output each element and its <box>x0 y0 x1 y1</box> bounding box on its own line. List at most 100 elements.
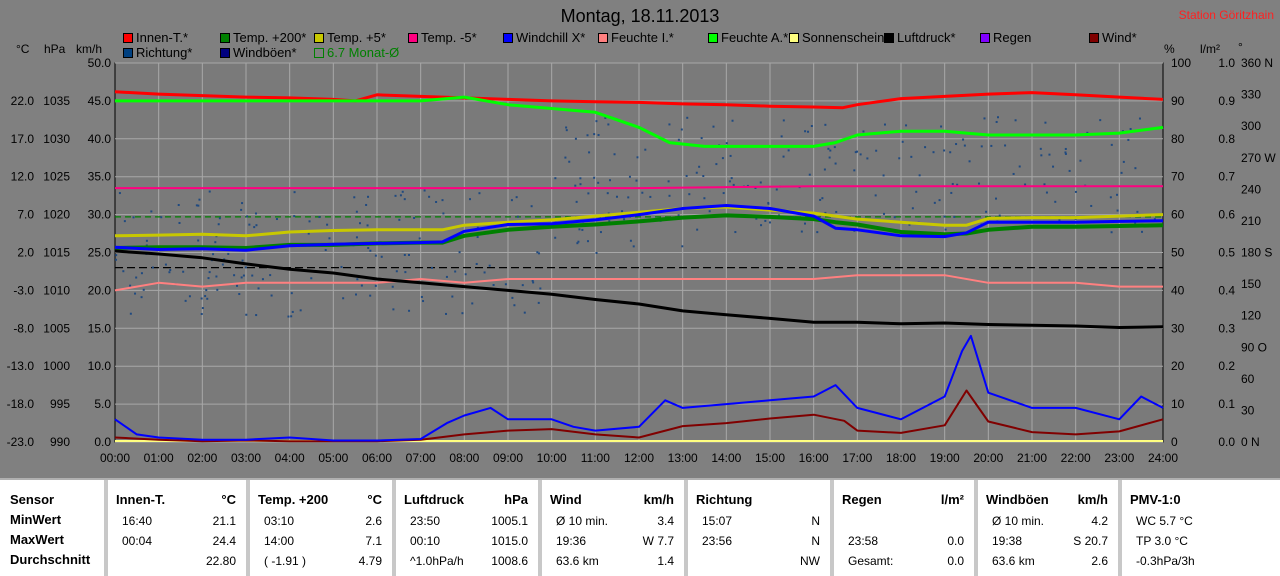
y-tick-percent: 90 <box>1171 94 1185 108</box>
direction-point <box>248 223 251 226</box>
direction-point <box>142 288 145 291</box>
direction-point <box>1068 169 1071 172</box>
column-header: Richtung <box>696 492 753 507</box>
column-unit: °C <box>367 492 382 507</box>
chart-title: Montag, 18.11.2013 <box>560 6 720 26</box>
legend-swatch <box>980 32 990 43</box>
direction-point <box>721 157 724 160</box>
cell-value: 1015.0 <box>491 534 528 548</box>
direction-point <box>1122 160 1125 163</box>
direction-point <box>768 221 771 224</box>
direction-point <box>1014 119 1017 122</box>
legend-item: Feuchte A.* <box>708 30 788 45</box>
y-tick-hpa: 1005 <box>43 321 70 335</box>
direction-point <box>441 199 444 202</box>
direction-point <box>178 221 181 224</box>
direction-point <box>1134 221 1137 224</box>
direction-point <box>476 236 479 239</box>
x-tick: 16:00 <box>799 451 829 465</box>
row-label: MinWert <box>10 512 62 527</box>
direction-point <box>729 154 732 157</box>
direction-point <box>261 278 264 281</box>
y-tick-temp: -8.0 <box>13 321 34 335</box>
y-tick-percent: 20 <box>1171 359 1185 373</box>
y-tick-direction: 270 W <box>1241 151 1276 165</box>
x-tick: 10:00 <box>537 451 567 465</box>
direction-point <box>1079 159 1082 162</box>
direction-point <box>866 157 869 160</box>
y-tick-direction: 330 <box>1241 88 1261 102</box>
y-tick-percent: 0 <box>1171 435 1178 449</box>
y-tick-hpa: 1030 <box>43 132 70 146</box>
y-tick-direction: 150 <box>1241 277 1261 291</box>
direction-point <box>803 222 806 225</box>
direction-point <box>951 182 954 185</box>
cell-value: 0.0 <box>947 554 964 568</box>
direction-point <box>680 128 683 131</box>
direction-point <box>1064 152 1067 155</box>
direction-point <box>1044 121 1047 124</box>
direction-point <box>597 181 600 184</box>
direction-point <box>568 160 571 163</box>
direction-point <box>122 270 125 273</box>
direction-point <box>241 259 244 262</box>
direction-point <box>834 162 837 165</box>
x-tick: 18:00 <box>886 451 916 465</box>
cell-label: 19:36 <box>556 534 587 548</box>
direction-point <box>445 275 448 278</box>
y-tick-rain: 0.9 <box>1218 94 1235 108</box>
direction-point <box>782 119 785 122</box>
legend-label: Temp. +5* <box>327 30 386 45</box>
direction-point <box>978 182 981 185</box>
direction-point <box>599 231 602 234</box>
direction-point <box>115 258 118 261</box>
direction-point <box>1024 183 1027 186</box>
direction-point <box>207 277 210 280</box>
direction-point <box>150 210 153 213</box>
direction-point <box>636 156 639 159</box>
direction-point <box>324 249 327 252</box>
y-tick-kmh: 0.0 <box>94 435 111 449</box>
y-tick-rain: 0.8 <box>1218 132 1235 146</box>
direction-point <box>374 254 377 257</box>
direction-point <box>668 123 671 126</box>
direction-point <box>565 126 568 129</box>
direction-point <box>628 175 631 178</box>
direction-point <box>875 149 878 152</box>
y-tick-direction: 240 <box>1241 182 1261 196</box>
direction-point <box>644 148 647 151</box>
direction-point <box>1110 143 1113 146</box>
direction-point <box>1109 196 1112 199</box>
direction-point <box>200 297 203 300</box>
y-tick-direction: 300 <box>1241 119 1261 133</box>
direction-point <box>882 212 885 215</box>
direction-point <box>1116 193 1119 196</box>
unit-celsius: °C <box>16 42 30 56</box>
direction-point <box>458 251 461 254</box>
direction-point <box>403 198 406 201</box>
direction-point <box>236 284 239 287</box>
direction-point <box>135 276 138 279</box>
cell-value: 1.4 <box>657 554 674 568</box>
y-tick-percent: 50 <box>1171 246 1185 260</box>
direction-point <box>227 252 230 255</box>
cell-value: N <box>811 534 820 548</box>
cell-label: 00:10 <box>410 534 441 548</box>
direction-point <box>188 295 191 298</box>
legend-swatch <box>123 32 133 43</box>
direction-point <box>413 216 416 219</box>
cell-value: 7.1 <box>365 534 382 548</box>
legend-label: Innen-T.* <box>136 30 189 45</box>
column-header: Windböen <box>986 492 1049 507</box>
direction-point <box>1134 167 1137 170</box>
direction-point <box>355 236 358 239</box>
direction-point <box>310 277 313 280</box>
direction-point <box>354 293 357 296</box>
y-tick-direction: 210 <box>1241 214 1261 228</box>
direction-point <box>575 200 578 203</box>
direction-point <box>641 191 644 194</box>
legend-item: Temp. +200* <box>220 30 306 45</box>
y-tick-temp: -23.0 <box>7 435 35 449</box>
weather-chart: 50.0 100 1.045.0 90 0.940.0 80 0.835.0 70 0.730.… <box>7 56 1277 465</box>
y-tick-rain: 0.4 <box>1218 283 1235 297</box>
